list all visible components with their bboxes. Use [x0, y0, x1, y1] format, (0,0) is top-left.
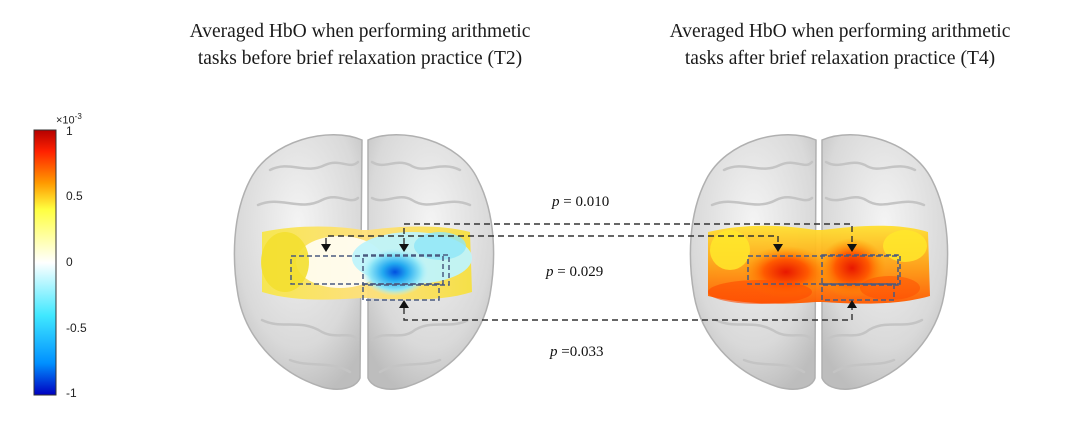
p-value: = 0.029 — [557, 264, 604, 280]
brain-right-t4 — [689, 133, 949, 390]
colorbar-tick-minus-1: -1 — [66, 386, 77, 400]
p-symbol: p — [552, 194, 560, 210]
p-value-label-3: p =0.033 — [550, 344, 603, 361]
p-value: =0.033 — [561, 344, 604, 360]
title-left-line1: Averaged HbO when performing arithmetic — [189, 21, 531, 42]
title-right-panel: Averaged HbO when performing arithmetic … — [600, 18, 1080, 72]
title-left-panel: Averaged HbO when performing arithmetic … — [110, 18, 610, 72]
p-symbol: p — [546, 264, 554, 280]
colorbar-tick-1: 1 — [66, 124, 73, 138]
colorbar-exponent-power: -3 — [74, 112, 82, 121]
colorbar-tick-0: 0 — [66, 255, 73, 269]
brain-left-t2 — [233, 133, 495, 390]
connector-arrows — [321, 244, 857, 308]
p-symbol: p — [550, 344, 558, 360]
colorbar-exponent-base: ×10 — [56, 114, 75, 127]
colorbar — [33, 129, 57, 396]
title-left-line2: tasks before brief relaxation practice (… — [197, 48, 523, 69]
connector-lines — [325, 223, 853, 321]
colorbar-exponent: ×10-3 — [56, 112, 82, 127]
p-value-label-2: p = 0.029 — [546, 264, 603, 281]
colorbar-tick-0.5: 0.5 — [66, 189, 83, 203]
title-right-line2: tasks after brief relaxation practice (T… — [684, 48, 996, 69]
p-value-label-1: p = 0.010 — [552, 194, 609, 211]
title-right-line1: Averaged HbO when performing arithmetic — [669, 21, 1011, 42]
p-value: = 0.010 — [563, 194, 610, 210]
colorbar-tick-minus-0.5: -0.5 — [66, 321, 87, 335]
